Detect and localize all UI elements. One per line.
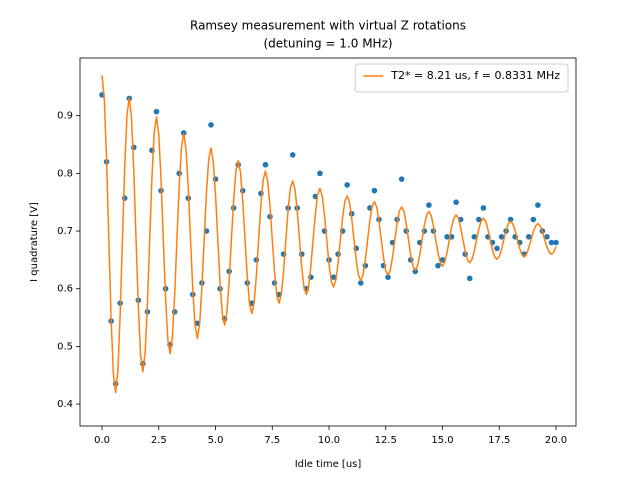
chart-title: Ramsey measurement with virtual Z rotati… [190, 19, 466, 33]
scatter-point [358, 280, 364, 286]
x-tick-label: 12.5 [375, 435, 397, 446]
scatter-point [498, 234, 505, 240]
scatter-point [330, 274, 337, 280]
y-tick-label: 0.8 [57, 168, 73, 179]
scatter-point [317, 170, 323, 177]
scatter-point [130, 144, 137, 151]
x-tick-label: 15.0 [431, 435, 453, 446]
scatter-point [208, 122, 214, 128]
fit-line [101, 75, 557, 394]
scatter-point [289, 152, 296, 158]
legend-box [354, 63, 569, 93]
scatter-point [426, 202, 432, 208]
scatter-point [453, 199, 459, 206]
y-tick-label: 0.4 [57, 399, 73, 410]
x-tick-label: 17.5 [488, 435, 510, 446]
scatter-point [507, 216, 514, 223]
scatter-point [253, 257, 260, 263]
x-tick-label: 20.0 [545, 435, 567, 446]
scatter-point [371, 187, 378, 194]
scatter-point [153, 108, 160, 115]
legend: T2* = 8.21 us, f = 0.8331 MHz [354, 63, 569, 93]
scatter-point [262, 161, 269, 168]
plot-frame [79, 57, 577, 427]
x-tick-label: 10.0 [318, 435, 340, 446]
scatter-point [480, 205, 487, 211]
y-axis-label: I quadrature [V] [29, 202, 40, 282]
scatter-point [212, 176, 219, 182]
scatter-point [471, 234, 478, 240]
scatter-point [466, 275, 473, 282]
scatter-point [258, 190, 264, 197]
scatter-point [412, 268, 419, 275]
scatter-point [553, 239, 559, 246]
y-tick-label: 0.6 [57, 284, 73, 295]
x-tick-label: 0.0 [94, 435, 110, 446]
scatter-point [530, 216, 537, 223]
scatter-point [535, 202, 541, 208]
x-tick-label: 5.0 [208, 435, 224, 446]
scatter-point [121, 195, 128, 201]
scatter-point [444, 234, 450, 240]
scatter-point [544, 234, 550, 240]
scatter-point [476, 216, 482, 223]
scatter-point [344, 182, 350, 188]
scatter-point [385, 274, 391, 280]
y-tick-label: 0.7 [57, 226, 73, 237]
y-tick-label: 0.9 [57, 111, 73, 122]
scatter-point [494, 245, 500, 252]
y-tick-label: 0.5 [57, 341, 73, 352]
scatter-point [398, 176, 405, 182]
legend-label: T2* = 8.21 us, f = 0.8331 MHz [390, 69, 560, 82]
scatter-point [548, 239, 555, 246]
x-tick-label: 2.5 [151, 435, 167, 446]
scatter-point [435, 262, 441, 269]
scatter-point [171, 308, 178, 315]
scatter-point [525, 234, 532, 240]
chart-subtitle: (detuning = 1.0 MHz) [263, 37, 392, 51]
scatter-point [439, 257, 446, 263]
x-tick-label: 7.5 [264, 435, 280, 446]
x-axis-label: Idle time [us] [295, 459, 362, 470]
